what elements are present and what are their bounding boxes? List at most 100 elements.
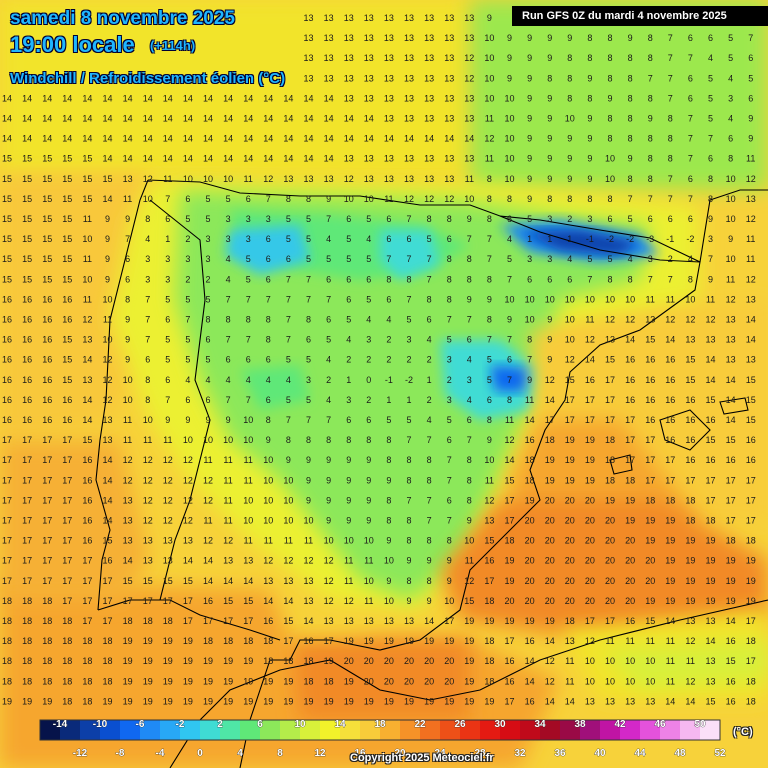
grid-value: 14 <box>344 134 354 144</box>
grid-value: 7 <box>507 274 512 284</box>
grid-value: 10 <box>263 516 273 526</box>
grid-value: 7 <box>427 495 432 505</box>
grid-value: 13 <box>123 174 133 184</box>
grid-value: 5 <box>286 395 291 405</box>
grid-value: 19 <box>223 676 233 686</box>
grid-value: 19 <box>464 616 474 626</box>
portugal-border <box>149 199 211 601</box>
scale-label: 4 <box>237 748 243 759</box>
grid-value: 15 <box>2 214 12 224</box>
grid-value: 20 <box>545 536 555 546</box>
grid-value: 16 <box>2 415 12 425</box>
grid-value: 15 <box>22 274 32 284</box>
grid-value: 18 <box>2 636 12 646</box>
grid-value: 9 <box>386 536 391 546</box>
grid-value: 7 <box>246 395 251 405</box>
grid-value: 17 <box>645 475 655 485</box>
grid-value: 9 <box>587 114 592 124</box>
grid-value: 9 <box>105 254 110 264</box>
grid-value: 14 <box>123 114 133 124</box>
grid-value: 19 <box>565 475 575 485</box>
grid-value: 16 <box>22 335 32 345</box>
grid-value: -3 <box>646 234 654 244</box>
grid-value: 16 <box>625 355 635 365</box>
grid-value: 17 <box>22 516 32 526</box>
grid-value: 7 <box>668 93 673 103</box>
grid-value: 9 <box>748 134 753 144</box>
grid-value: 20 <box>605 596 615 606</box>
grid-value: 6 <box>688 174 693 184</box>
grid-value: 16 <box>645 355 655 365</box>
grid-value: 14 <box>2 134 12 144</box>
grid-value: 4 <box>467 395 472 405</box>
grid-value: 14 <box>243 93 253 103</box>
grid-value: 12 <box>163 475 173 485</box>
grid-value: 12 <box>565 355 575 365</box>
grid-value: 18 <box>102 636 112 646</box>
copyright: Copyright 2025 Meteociel.fr <box>350 752 494 764</box>
grid-value: 15 <box>484 536 494 546</box>
grid-value: 8 <box>467 495 472 505</box>
grid-value: 17 <box>22 455 32 465</box>
grid-value: 8 <box>447 254 452 264</box>
grid-value: 17 <box>102 596 112 606</box>
grid-value: 9 <box>366 495 371 505</box>
grid-value: 12 <box>143 475 153 485</box>
grid-value: 14 <box>504 455 514 465</box>
grid-value: 18 <box>685 495 695 505</box>
grid-value: 9 <box>366 455 371 465</box>
grid-value: 14 <box>183 134 193 144</box>
grid-value: 8 <box>648 134 653 144</box>
grid-value: 7 <box>406 254 411 264</box>
grid-value: 14 <box>183 154 193 164</box>
grid-value: 4 <box>467 355 472 365</box>
grid-value: 19 <box>685 556 695 566</box>
grid-value: 16 <box>22 395 32 405</box>
grid-value: 9 <box>105 274 110 284</box>
grid-value: 18 <box>263 656 273 666</box>
grid-value: 14 <box>223 114 233 124</box>
grid-value: 15 <box>42 234 52 244</box>
grid-value: 7 <box>688 154 693 164</box>
grid-value: 14 <box>82 415 92 425</box>
grid-value: 5 <box>346 254 351 264</box>
grid-value: 9 <box>547 174 552 184</box>
grid-value: 8 <box>567 73 572 83</box>
grid-value: 13 <box>384 174 394 184</box>
grid-value: 8 <box>306 315 311 325</box>
grid-value: 16 <box>484 556 494 566</box>
grid-value: 12 <box>163 455 173 465</box>
grid-value: 3 <box>728 93 733 103</box>
grid-value: 19 <box>163 676 173 686</box>
grid-value: 9 <box>507 53 512 63</box>
grid-value: 7 <box>587 274 592 284</box>
africa-coast <box>169 599 768 768</box>
grid-value: 13 <box>645 696 655 706</box>
grid-value: 13 <box>705 656 715 666</box>
grid-value: 11 <box>646 636 655 646</box>
grid-value: 6 <box>346 415 351 425</box>
grid-value: 8 <box>487 214 492 224</box>
grid-value: 8 <box>125 294 130 304</box>
grid-value: 17 <box>2 455 12 465</box>
grid-value: 19 <box>404 696 414 706</box>
grid-value: 16 <box>22 415 32 425</box>
grid-value: 17 <box>324 636 334 646</box>
grid-value: 9 <box>125 335 130 345</box>
grid-value: 15 <box>2 274 12 284</box>
grid-value: 15 <box>102 174 112 184</box>
grid-value: 9 <box>346 475 351 485</box>
grid-value: 13 <box>746 294 756 304</box>
grid-value: 19 <box>123 636 133 646</box>
grid-value: 8 <box>386 455 391 465</box>
grid-value: 17 <box>685 475 695 485</box>
grid-value: 17 <box>484 576 494 586</box>
grid-value: 11 <box>505 415 514 425</box>
grid-value: 9 <box>105 234 110 244</box>
grid-value: 9 <box>527 93 532 103</box>
grid-value: 10 <box>484 93 494 103</box>
grid-value: 4 <box>326 355 331 365</box>
grid-value: 10 <box>525 315 535 325</box>
grid-value: 20 <box>545 495 555 505</box>
grid-value: 6 <box>125 254 130 264</box>
